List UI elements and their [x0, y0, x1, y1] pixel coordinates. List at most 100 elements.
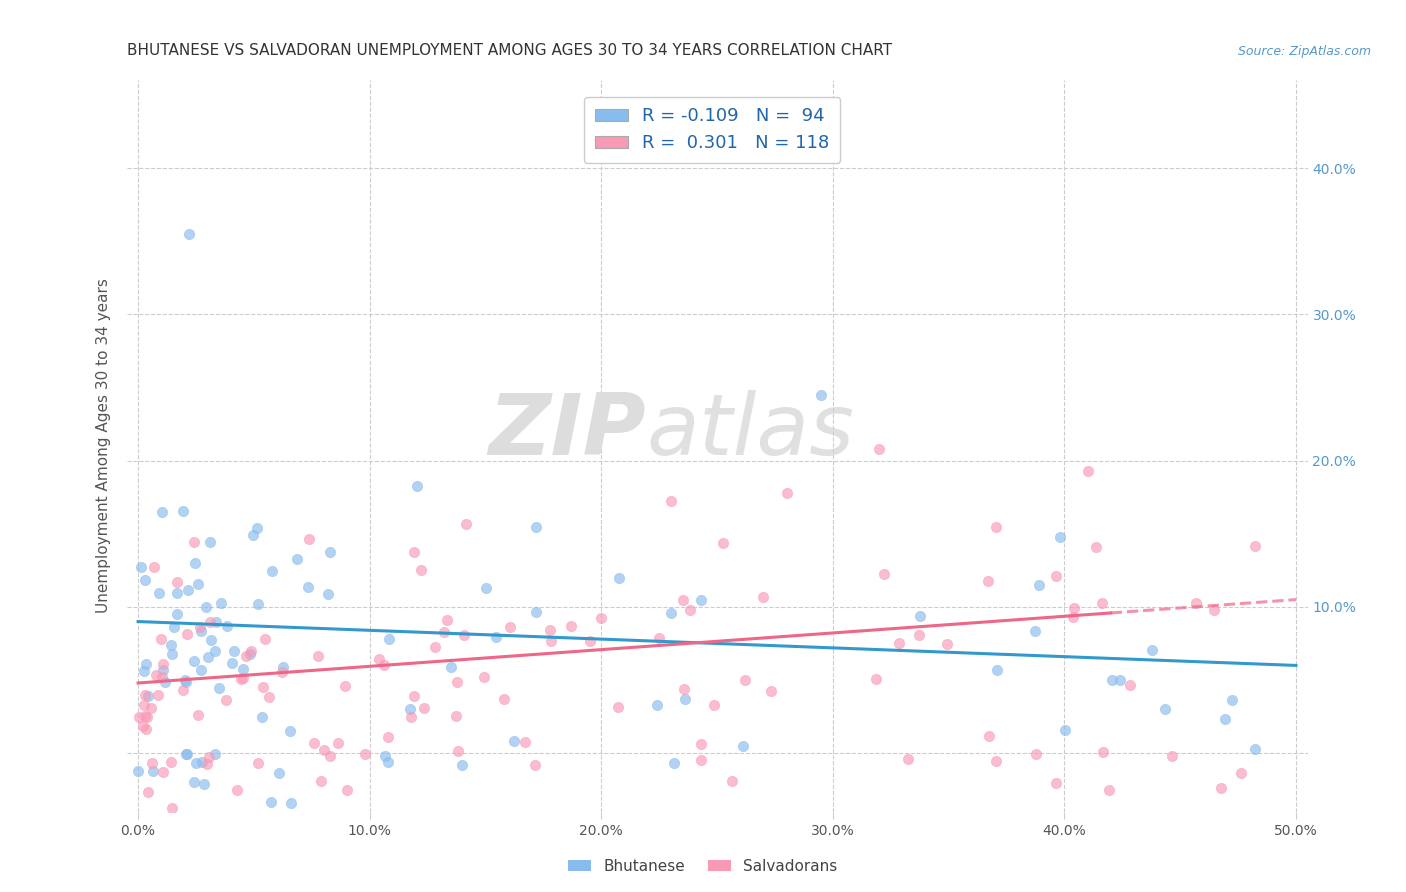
Point [200, 633, 222, 648]
Point [254, 632, 277, 646]
Point [316, 587, 339, 601]
Point [1045, 568, 1067, 582]
Point [183, 775, 205, 789]
Point [659, 494, 682, 508]
Point [127, 764, 149, 779]
Point [810, 388, 832, 402]
Point [1215, 712, 1237, 726]
Point [399, 710, 422, 724]
Point [297, 532, 319, 546]
Point [751, 590, 773, 604]
Point [149, 632, 172, 646]
Point [1209, 780, 1232, 795]
Point [259, 796, 281, 810]
Point [494, 692, 516, 706]
Point [183, 654, 205, 668]
Point [267, 766, 290, 780]
Point [1202, 603, 1225, 617]
Point [1063, 600, 1085, 615]
Point [690, 738, 713, 752]
Point [502, 734, 524, 748]
Point [271, 660, 294, 674]
Point [252, 710, 274, 724]
Point [402, 690, 425, 704]
Point [152, 657, 174, 671]
Point [456, 516, 478, 531]
Point [1222, 693, 1244, 707]
Point [162, 619, 184, 633]
Point [309, 774, 332, 789]
Point [257, 690, 280, 704]
Point [377, 730, 399, 744]
Point [166, 607, 188, 621]
Point [160, 647, 183, 661]
Point [187, 708, 209, 723]
Point [986, 663, 1008, 677]
Point [1101, 673, 1123, 687]
Point [672, 592, 695, 607]
Point [472, 670, 495, 684]
Point [194, 600, 217, 615]
Point [190, 663, 212, 677]
Point [513, 735, 536, 749]
Point [172, 682, 194, 697]
Point [439, 660, 461, 674]
Point [197, 650, 219, 665]
Text: Source: ZipAtlas.com: Source: ZipAtlas.com [1237, 45, 1371, 58]
Point [873, 566, 896, 581]
Point [159, 639, 181, 653]
Point [193, 777, 215, 791]
Point [204, 644, 226, 658]
Point [538, 623, 561, 637]
Point [377, 632, 399, 646]
Point [353, 747, 375, 761]
Point [141, 756, 163, 771]
Point [176, 675, 198, 690]
Point [607, 571, 630, 585]
Point [689, 753, 711, 767]
Point [560, 619, 582, 633]
Point [679, 603, 702, 617]
Point [240, 644, 263, 658]
Point [889, 636, 911, 650]
Point [152, 663, 174, 677]
Point [134, 698, 156, 713]
Legend: Bhutanese, Salvadorans: Bhutanese, Salvadorans [562, 853, 844, 880]
Point [377, 755, 399, 769]
Point [1098, 783, 1121, 797]
Point [673, 682, 696, 697]
Point [1091, 596, 1114, 610]
Point [173, 504, 195, 518]
Point [731, 739, 754, 753]
Point [775, 485, 797, 500]
Point [661, 607, 683, 621]
Point [589, 611, 612, 625]
Point [135, 710, 157, 724]
Point [897, 752, 920, 766]
Point [128, 710, 150, 724]
Point [524, 758, 547, 772]
Point [270, 665, 292, 679]
Point [232, 671, 254, 685]
Point [280, 796, 302, 810]
Point [190, 624, 212, 638]
Point [302, 736, 325, 750]
Point [152, 764, 174, 779]
Point [412, 700, 434, 714]
Point [191, 756, 214, 770]
Point [423, 640, 446, 654]
Point [134, 708, 156, 723]
Point [1045, 776, 1067, 790]
Point [142, 764, 165, 778]
Point [307, 648, 329, 663]
Text: atlas: atlas [647, 390, 855, 473]
Point [183, 534, 205, 549]
Point [540, 633, 562, 648]
Point [247, 756, 270, 770]
Point [134, 689, 156, 703]
Point [734, 673, 756, 688]
Point [160, 800, 183, 814]
Point [166, 575, 188, 590]
Point [446, 675, 468, 690]
Point [1244, 539, 1267, 553]
